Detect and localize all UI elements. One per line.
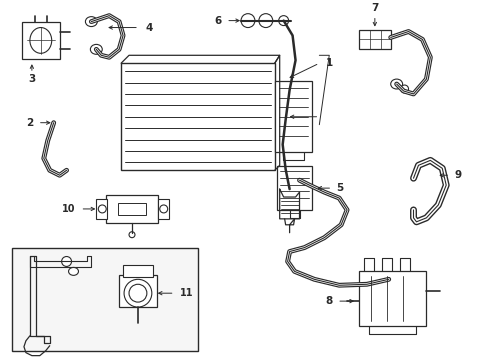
Ellipse shape bbox=[85, 17, 98, 27]
Text: 3: 3 bbox=[28, 74, 35, 84]
Ellipse shape bbox=[30, 28, 52, 53]
Text: 5: 5 bbox=[337, 183, 344, 193]
Text: 7: 7 bbox=[371, 3, 379, 13]
Ellipse shape bbox=[90, 44, 102, 54]
Ellipse shape bbox=[129, 284, 147, 302]
Text: 8: 8 bbox=[326, 296, 333, 306]
Ellipse shape bbox=[241, 14, 255, 28]
Ellipse shape bbox=[129, 232, 135, 238]
Ellipse shape bbox=[259, 14, 273, 28]
Ellipse shape bbox=[62, 257, 72, 266]
Text: 9: 9 bbox=[455, 170, 462, 180]
Text: 1: 1 bbox=[326, 58, 333, 68]
Ellipse shape bbox=[124, 279, 152, 307]
Ellipse shape bbox=[391, 79, 403, 89]
Text: 2: 2 bbox=[26, 118, 33, 128]
Text: 6: 6 bbox=[215, 15, 222, 26]
Text: 4: 4 bbox=[145, 23, 152, 32]
Bar bbox=[359, 30, 391, 49]
Ellipse shape bbox=[69, 267, 78, 275]
Ellipse shape bbox=[401, 85, 409, 93]
Bar bbox=[106, 195, 158, 223]
Bar bbox=[158, 199, 169, 219]
Bar bbox=[22, 22, 60, 59]
Bar bbox=[12, 248, 198, 351]
Bar bbox=[123, 265, 153, 277]
Bar bbox=[119, 275, 157, 307]
Bar bbox=[97, 199, 107, 219]
Bar bbox=[359, 271, 426, 326]
Bar bbox=[121, 63, 275, 170]
Bar bbox=[275, 81, 313, 152]
Ellipse shape bbox=[279, 15, 289, 26]
Bar bbox=[277, 166, 313, 210]
Ellipse shape bbox=[160, 205, 168, 213]
Bar bbox=[118, 203, 146, 215]
Ellipse shape bbox=[98, 205, 106, 213]
Text: 10: 10 bbox=[62, 204, 75, 214]
Text: 11: 11 bbox=[180, 288, 193, 298]
